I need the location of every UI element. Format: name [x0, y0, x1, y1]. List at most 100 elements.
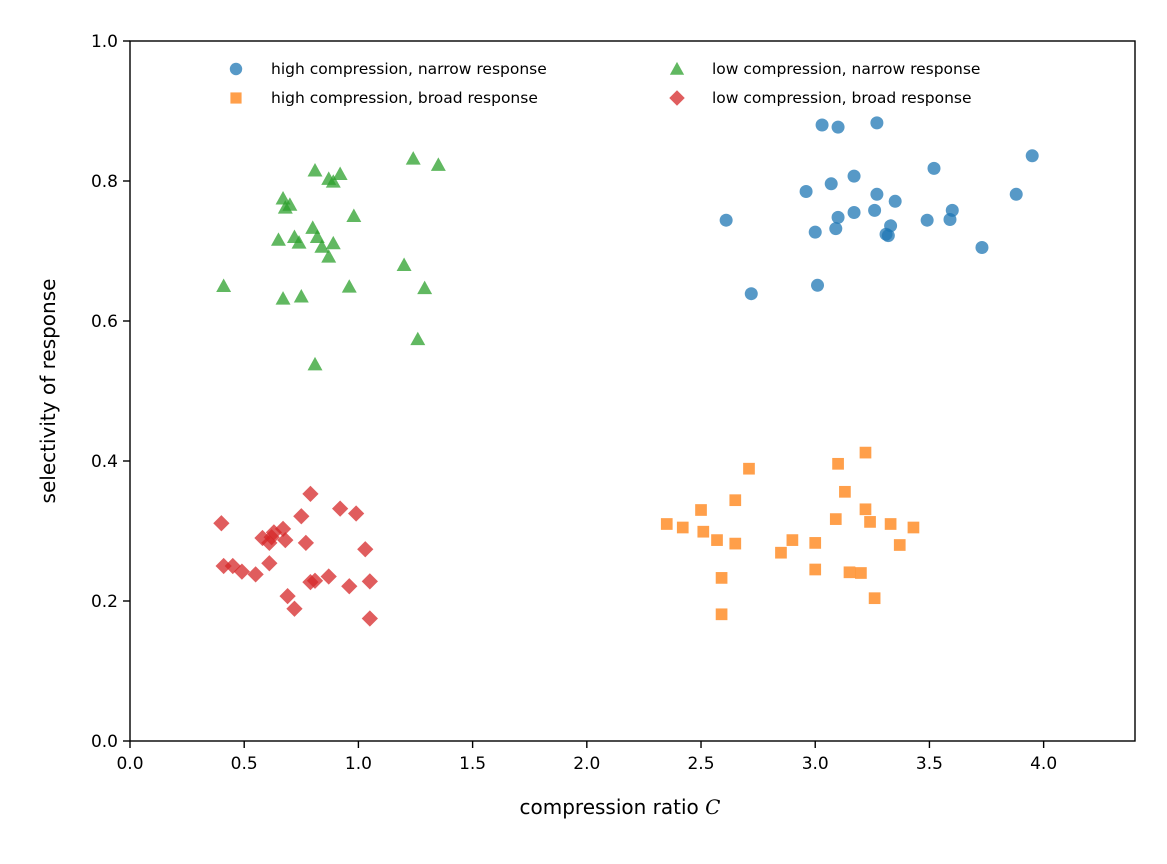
- legend-marker: [669, 61, 685, 75]
- data-point: [279, 587, 296, 605]
- legend-item: low compression, narrow response: [669, 60, 980, 78]
- legend-label: low compression, narrow response: [712, 60, 980, 78]
- data-point: [719, 213, 733, 227]
- data-point: [277, 531, 294, 549]
- data-point: [307, 356, 323, 371]
- legend-marker: [229, 62, 243, 76]
- data-point: [332, 500, 349, 517]
- data-point: [357, 541, 374, 558]
- y-tick-label: 0.6: [91, 312, 118, 332]
- data-point: [870, 187, 884, 201]
- data-point: [695, 504, 707, 516]
- data-point: [293, 289, 309, 303]
- data-point: [729, 537, 742, 550]
- data-point: [660, 518, 673, 530]
- data-point: [881, 229, 895, 243]
- data-point: [1025, 149, 1039, 163]
- data-point: [811, 278, 825, 292]
- legend-marker: [230, 92, 242, 104]
- data-point: [213, 515, 230, 532]
- data-point: [293, 508, 310, 525]
- data-point: [286, 600, 303, 617]
- x-tick-label: 1.5: [459, 754, 486, 774]
- data-point: [275, 291, 291, 305]
- data-point: [870, 116, 884, 130]
- data-point: [215, 557, 232, 575]
- data-point: [291, 235, 307, 249]
- data-point: [809, 537, 822, 549]
- y-tick-label: 0.2: [91, 592, 118, 612]
- data-point: [348, 505, 365, 522]
- x-tick-label: 0.0: [116, 754, 143, 774]
- x-axis-label: compression ratio: [520, 795, 699, 819]
- data-point: [430, 157, 446, 171]
- data-point: [314, 239, 330, 253]
- data-point: [306, 572, 324, 589]
- data-point: [907, 521, 920, 534]
- data-point: [799, 185, 813, 198]
- data-point: [216, 278, 232, 292]
- data-point: [920, 213, 934, 227]
- data-point: [325, 235, 341, 250]
- x-tick-label: 4.0: [1030, 754, 1057, 774]
- series-square: [660, 446, 920, 621]
- data-point: [277, 200, 293, 214]
- data-point: [729, 494, 742, 507]
- x-tick-label: 2.0: [573, 754, 600, 774]
- data-point: [396, 257, 412, 271]
- x-tick-label: 1.0: [345, 754, 372, 774]
- data-point: [321, 249, 337, 263]
- data-point: [405, 151, 421, 165]
- data-point: [808, 225, 822, 239]
- data-point: [417, 280, 433, 295]
- data-point: [831, 210, 845, 224]
- data-point: [893, 539, 906, 551]
- series-circle: [719, 116, 1039, 301]
- data-point: [927, 161, 941, 175]
- data-point: [341, 578, 358, 595]
- data-point: [270, 232, 286, 246]
- data-point: [744, 287, 758, 301]
- data-point: [884, 518, 897, 530]
- legend-item: low compression, broad response: [669, 89, 972, 107]
- data-point: [743, 462, 755, 475]
- y-tick-label: 0.4: [91, 452, 118, 472]
- data-point: [697, 525, 710, 538]
- data-point: [975, 241, 989, 254]
- y-axis-ticks: 0.0 0.2 0.4 0.6 0.8 1.0: [91, 32, 130, 752]
- x-axis-symbol: C: [705, 795, 720, 819]
- plot-frame: [129, 40, 1136, 742]
- series-triangle: [216, 151, 446, 371]
- legend-label: high compression, narrow response: [271, 60, 547, 78]
- data-point: [320, 568, 337, 585]
- y-axis-label: selectivity of response: [36, 279, 60, 504]
- x-tick-label: 3.5: [916, 754, 943, 774]
- data-point: [859, 503, 872, 516]
- data-point: [247, 566, 264, 583]
- data-point: [775, 546, 787, 559]
- data-point: [302, 485, 319, 503]
- data-point: [275, 191, 291, 205]
- data-point: [864, 516, 876, 528]
- data-point: [341, 279, 357, 293]
- data-point: [332, 166, 348, 180]
- data-point: [233, 563, 251, 580]
- x-axis-title: compression ratio C: [520, 795, 721, 819]
- data-point: [843, 566, 856, 579]
- data-point: [855, 567, 867, 579]
- data-point: [943, 213, 957, 226]
- legend-label: high compression, broad response: [271, 89, 538, 107]
- data-point: [829, 513, 842, 525]
- data-points: [213, 116, 1039, 627]
- y-tick-label: 1.0: [91, 32, 118, 52]
- data-point: [888, 194, 902, 208]
- x-tick-label: 3.0: [802, 754, 829, 774]
- data-point: [829, 222, 843, 236]
- data-point: [676, 521, 689, 534]
- data-point: [410, 331, 426, 346]
- data-point: [361, 573, 378, 590]
- data-point: [847, 206, 861, 219]
- x-axis-ticks: 0.0 0.5 1.0 1.5 2.0 2.5 3.0 3.5 4.0: [116, 741, 1057, 774]
- data-point: [1009, 187, 1023, 201]
